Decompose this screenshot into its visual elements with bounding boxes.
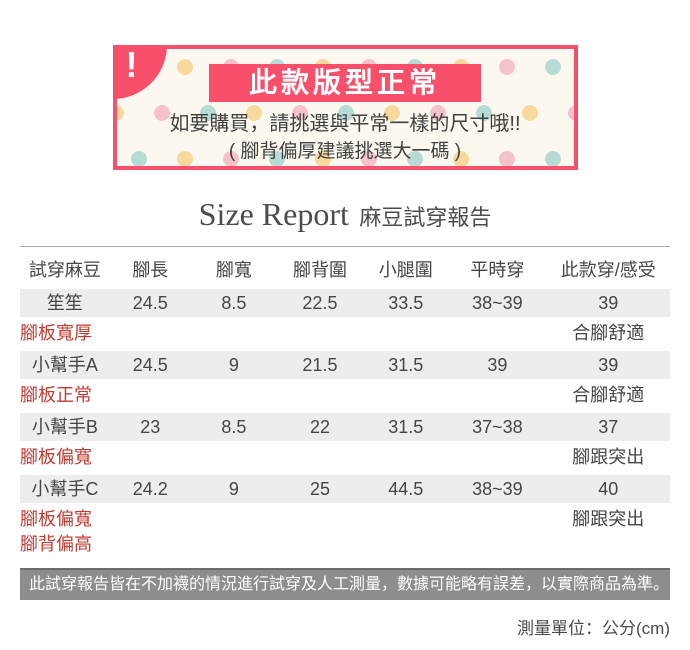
measurement-cell: 22: [276, 413, 364, 441]
measurement-cell: 小幫手C: [20, 475, 110, 503]
measurement-cell: 24.5: [109, 289, 191, 317]
measurement-cell: 小幫手B: [20, 413, 110, 441]
fit-feeling: 合腳舒適: [572, 323, 645, 343]
measurement-cell: 38~39: [448, 289, 547, 317]
measurement-cell: 44.5: [363, 475, 449, 503]
note-row: 腳板偏寬 腳背偏高 腳跟突出: [20, 503, 670, 562]
measurement-cell: 31.5: [363, 351, 449, 379]
notice-banner: ! 此款版型正常 如要購買，請挑選與平常一樣的尺寸哦!! ( 腳背偏厚建議挑選大…: [112, 44, 578, 170]
banner-title: 此款版型正常: [209, 64, 481, 102]
fit-feeling: 腳跟突出: [572, 509, 645, 529]
foot-shape-note: 腳板偏寬 腳背偏高: [20, 509, 92, 554]
fit-feeling: 腳跟突出: [572, 447, 645, 467]
fit-feeling: 合腳舒適: [572, 385, 645, 405]
disclaimer-bar: 此試穿報告皆在不加襪的情況進行試穿及人工測量，數據可能略有誤差，以實際商品為準。: [20, 568, 670, 600]
measurement-cell: 22.5: [276, 289, 364, 317]
section-title-en: Size Report: [198, 196, 349, 232]
size-up-hint: ( 腳背偏厚建議挑選大一碼 ): [228, 141, 462, 162]
foot-shape-note: 腳板寬厚: [20, 323, 92, 343]
measurement-cell: 21.5: [276, 351, 364, 379]
column-header: 小腿圍: [378, 260, 433, 280]
model-row: 小幫手A 24.5 9 21.5 31.5 39 39: [20, 351, 670, 379]
note-row: 腳板正常 合腳舒適: [20, 379, 670, 413]
measurement-cell: 8.5: [190, 289, 277, 317]
size-table: 試穿麻豆 腳長 腳寬 腳背圍 小腿圍 平時穿 此款穿/感受 笙笙 24.5 8.5 22.5 33.…: [20, 246, 670, 562]
measurement-cell: 37~38: [448, 413, 547, 441]
measurement-cell: 笙笙: [20, 289, 110, 317]
foot-shape-note: 腳板正常: [20, 385, 92, 405]
section-title: Size Report 麻豆試穿報告: [0, 195, 690, 233]
measurement-cell: 33.5: [363, 289, 449, 317]
measurement-cell: 39: [448, 351, 547, 379]
column-header: 腳背圍: [292, 260, 347, 280]
measurement-cell: 9: [190, 351, 277, 379]
column-header: 腳寬: [215, 260, 252, 280]
measurement-cell: 39: [546, 289, 670, 317]
measurement-cell: 9: [190, 475, 277, 503]
measurement-cell: 24.2: [109, 475, 191, 503]
column-header: 平時穿: [470, 260, 525, 280]
measurement-cell: 40: [546, 475, 670, 503]
column-header: 試穿麻豆: [28, 260, 101, 280]
foot-shape-note: 腳板偏寬: [20, 447, 92, 467]
measurement-unit-note: 測量單位：公分(cm): [517, 619, 670, 638]
model-row: 笙笙 24.5 8.5 22.5 33.5 38~39 39: [20, 289, 670, 317]
measurement-cell: 23: [109, 413, 191, 441]
size-table-body: 笙笙 24.5 8.5 22.5 33.5 38~39 39 腳板寬厚 合腳舒適 小幫手A 24.5…: [20, 289, 670, 562]
column-header: 腳長: [132, 260, 169, 280]
measurement-cell: 24.5: [109, 351, 191, 379]
measurement-cell: 8.5: [190, 413, 277, 441]
measurement-cell: 38~39: [448, 475, 547, 503]
measurement-cell: 25: [276, 475, 364, 503]
note-row: 腳板偏寬 腳跟突出: [20, 441, 670, 475]
section-title-zh: 麻豆試穿報告: [359, 205, 492, 230]
measurement-cell: 小幫手A: [20, 351, 110, 379]
exclamation-mark: !: [125, 44, 138, 85]
measurement-cell: 37: [546, 413, 670, 441]
banner-title-text: 此款版型正常: [248, 67, 441, 98]
purchase-instruction: 如要購買，請挑選與平常一樣的尺寸哦!!: [169, 113, 521, 135]
size-table-header-row: 試穿麻豆 腳長 腳寬 腳背圍 小腿圍 平時穿 此款穿/感受: [20, 247, 670, 290]
measurement-cell: 31.5: [363, 413, 449, 441]
exclamation-badge-icon: !: [112, 44, 167, 99]
model-row: 小幫手B 23 8.5 22 31.5 37~38 37: [20, 413, 670, 441]
model-row: 小幫手C 24.2 9 25 44.5 38~39 40: [20, 475, 670, 503]
measurement-cell: 39: [546, 351, 670, 379]
note-row: 腳板寬厚 合腳舒適: [20, 317, 670, 351]
column-header: 此款穿/感受: [560, 260, 656, 280]
